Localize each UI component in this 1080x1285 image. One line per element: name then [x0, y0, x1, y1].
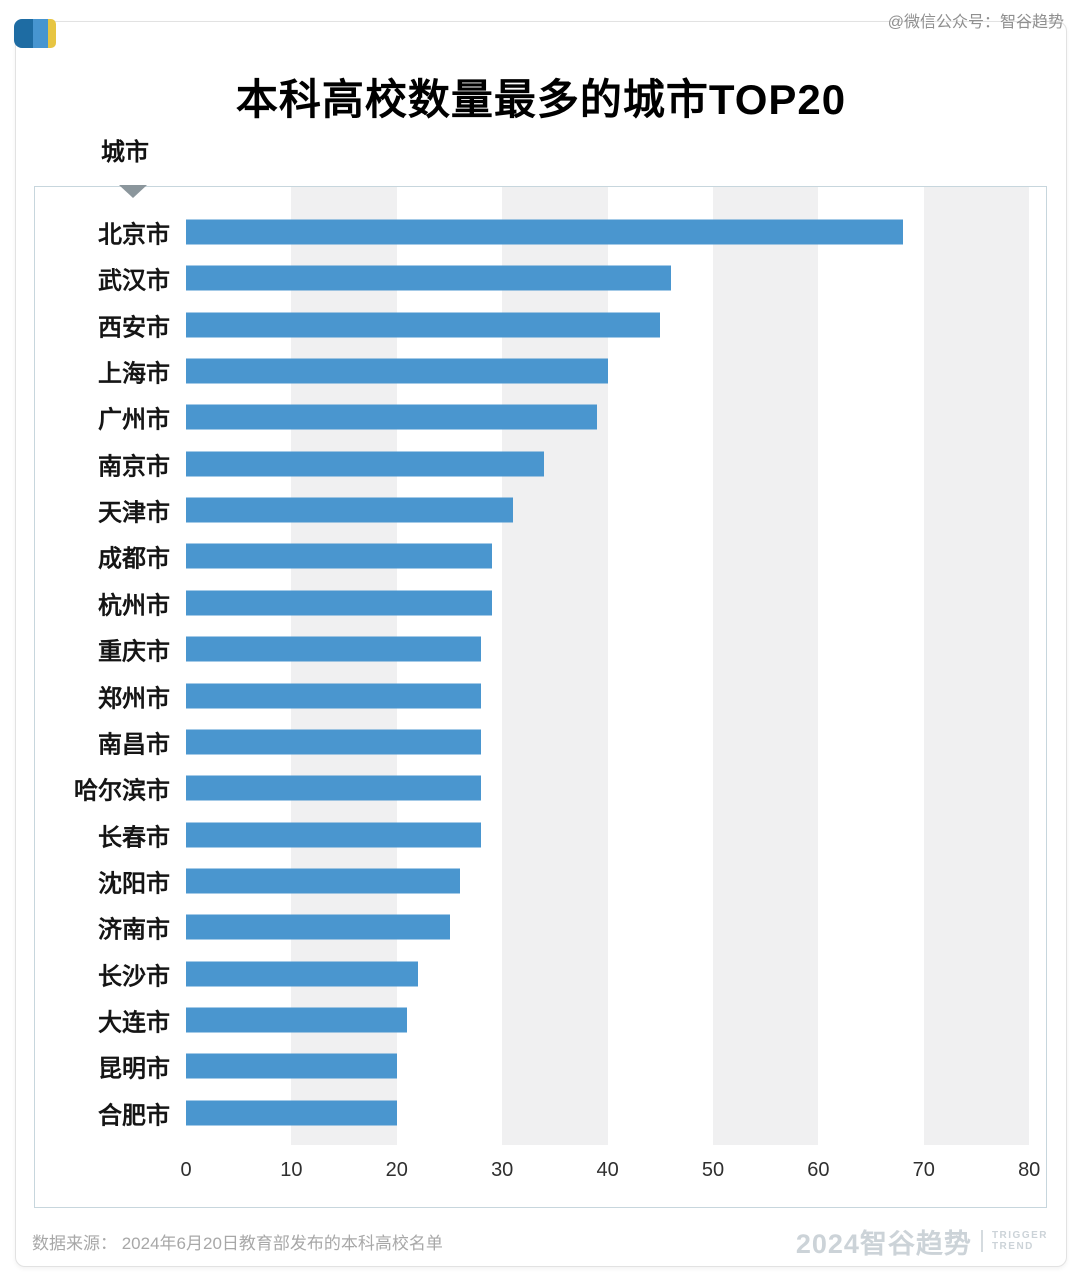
- logo-dark-stripe: [14, 19, 33, 48]
- bar-row: 沈阳市: [35, 858, 1046, 904]
- category-label: 长春市: [98, 824, 170, 852]
- brand-name: 2024智谷趋势: [795, 1228, 972, 1259]
- category-label: 武汉市: [98, 267, 170, 295]
- footer: 数据来源： 2024年6月20日教育部发布的本科高校名单 2024智谷趋势 TR…: [32, 1218, 1048, 1264]
- bar: [186, 543, 492, 569]
- x-tick-label: 40: [596, 1159, 619, 1181]
- x-tick-label: 70: [912, 1159, 935, 1181]
- bar: [186, 265, 671, 291]
- category-label: 哈尔滨市: [74, 777, 170, 805]
- bar: [186, 636, 482, 662]
- bar-row: 长春市: [35, 812, 1046, 858]
- bar: [186, 497, 513, 523]
- bar-row: 长沙市: [35, 951, 1046, 997]
- bar-row: 郑州市: [35, 673, 1046, 719]
- bar: [186, 1100, 397, 1126]
- bar: [186, 1053, 397, 1079]
- bar: [186, 822, 482, 848]
- bar-row: 大连市: [35, 997, 1046, 1043]
- x-tick-label: 30: [491, 1159, 514, 1181]
- logo-light-stripe: [33, 19, 48, 48]
- bar: [186, 729, 482, 755]
- bar-row: 济南市: [35, 904, 1046, 950]
- category-label: 合肥市: [98, 1102, 170, 1130]
- bar-row: 武汉市: [35, 255, 1046, 301]
- x-tick-label: 60: [807, 1159, 830, 1181]
- plot-stripe: [502, 187, 608, 1145]
- bar-row: 合肥市: [35, 1090, 1046, 1136]
- plot-stripe: [923, 187, 1030, 1145]
- bar-row: 杭州市: [35, 580, 1046, 626]
- bar-row: 成都市: [35, 533, 1046, 579]
- city-field-label[interactable]: 城市: [101, 139, 149, 166]
- bar: [186, 451, 545, 477]
- x-tick-label: 80: [1018, 1159, 1041, 1181]
- category-label: 天津市: [98, 499, 170, 527]
- x-tick-label: 10: [280, 1159, 303, 1181]
- chart-plot-area: 北京市武汉市西安市上海市广州市南京市天津市成都市杭州市重庆市郑州市南昌市哈尔滨市…: [34, 185, 1047, 1208]
- category-label: 昆明市: [98, 1055, 170, 1083]
- category-label: 大连市: [98, 1009, 170, 1037]
- bar: [186, 590, 492, 616]
- filter-dropdown-icon[interactable]: [119, 185, 147, 198]
- infographic-card: 本科高校数量最多的城市TOP20 城市 北京市武汉市西安市上海市广州市南京市天津…: [15, 21, 1067, 1267]
- plot-stripe: [713, 187, 819, 1145]
- category-label: 杭州市: [98, 592, 170, 620]
- bar-row: 广州市: [35, 394, 1046, 440]
- x-tick-label: 0: [180, 1159, 192, 1181]
- x-tick-label: 20: [385, 1159, 408, 1181]
- bar-row: 南昌市: [35, 719, 1046, 765]
- bar: [186, 683, 482, 708]
- bar: [186, 358, 608, 384]
- bar-row: 南京市: [35, 441, 1046, 487]
- brand-slogan: TRIGGER TREND: [980, 1230, 1048, 1252]
- bar: [186, 312, 661, 338]
- brand-corner-icon: [14, 19, 56, 48]
- bar-row: 天津市: [35, 487, 1046, 533]
- bar-row: 哈尔滨市: [35, 765, 1046, 811]
- bar-row: 上海市: [35, 348, 1046, 394]
- wechat-watermark: @微信公众号：智谷趋势: [887, 14, 1064, 31]
- logo-yellow-stripe: [48, 19, 56, 48]
- category-label: 南昌市: [98, 731, 170, 759]
- data-source-note: 数据来源： 2024年6月20日教育部发布的本科高校名单: [32, 1233, 443, 1253]
- category-label: 上海市: [98, 360, 170, 388]
- brand-slogan-line1: TRIGGER: [991, 1230, 1048, 1241]
- brand-wordmark: 2024智谷趋势 TRIGGER TREND: [796, 1222, 1048, 1261]
- category-label: 成都市: [98, 545, 170, 573]
- bar: [186, 914, 450, 940]
- category-label: 重庆市: [98, 638, 170, 666]
- category-label: 沈阳市: [98, 870, 170, 898]
- x-tick-label: 50: [701, 1159, 725, 1181]
- category-label: 南京市: [98, 453, 170, 481]
- bar-row: 西安市: [35, 302, 1046, 348]
- bar: [186, 961, 418, 987]
- category-label: 济南市: [98, 916, 170, 944]
- category-label: 北京市: [98, 221, 170, 249]
- bar: [186, 775, 482, 801]
- bar: [186, 868, 461, 894]
- bar: [186, 404, 598, 430]
- bar: [186, 219, 903, 245]
- brand-slogan-line2: TREND: [991, 1241, 1034, 1252]
- category-label: 郑州市: [98, 685, 170, 712]
- chart-title: 本科高校数量最多的城市TOP20: [235, 76, 847, 123]
- category-label: 广州市: [98, 406, 170, 434]
- bar-row: 昆明市: [35, 1043, 1046, 1089]
- category-label: 长沙市: [98, 963, 170, 991]
- bar: [186, 1007, 408, 1033]
- category-label: 西安市: [98, 314, 170, 342]
- bar-row: 重庆市: [35, 626, 1046, 672]
- bar-row: 北京市: [35, 209, 1046, 255]
